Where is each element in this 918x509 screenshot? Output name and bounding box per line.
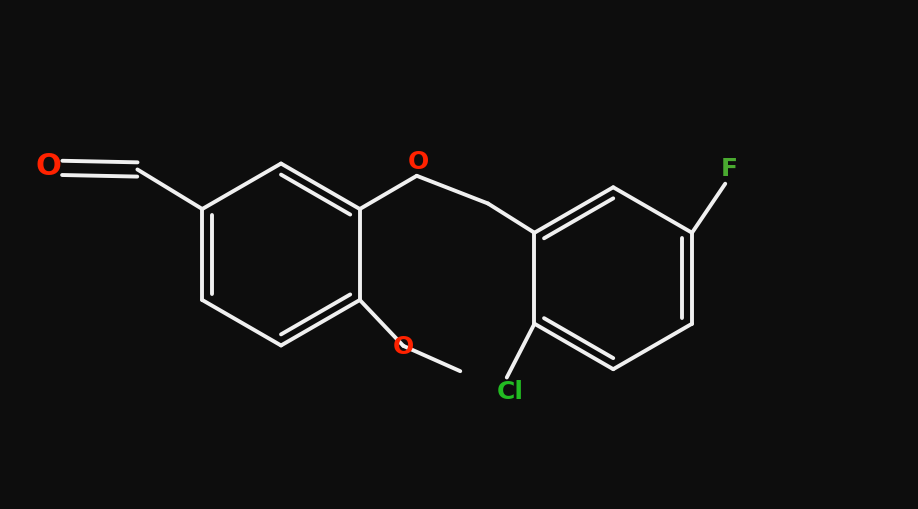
Text: F: F — [721, 157, 738, 182]
Text: Cl: Cl — [498, 380, 524, 404]
Text: O: O — [408, 150, 429, 174]
Text: O: O — [393, 335, 414, 359]
Text: O: O — [35, 152, 61, 181]
